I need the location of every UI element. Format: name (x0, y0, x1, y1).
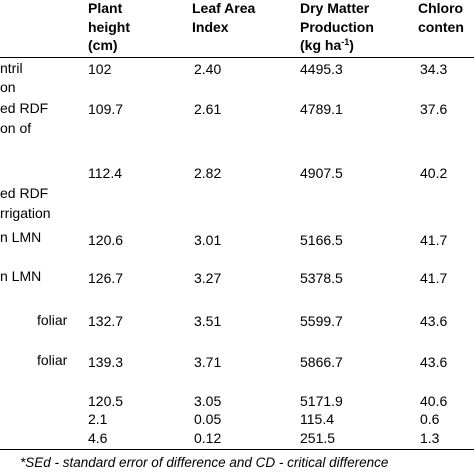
header-superscript: -1 (341, 37, 350, 47)
cell: 43.6 (420, 313, 448, 329)
cell: 5599.7 (300, 313, 343, 329)
cell: 4789.1 (300, 101, 343, 117)
cell: 102 (88, 61, 112, 77)
cell: 3.71 (194, 354, 222, 370)
cell: 43.6 (420, 354, 448, 370)
cell: 4907.5 (300, 165, 343, 181)
cell: 115.4 (300, 411, 334, 427)
column-header: (cm) (88, 37, 118, 53)
column-header: Index (192, 18, 229, 35)
cell: 109.7 (88, 101, 124, 117)
row-label: on (0, 79, 16, 95)
cell: 5171.9 (300, 393, 343, 409)
cell: 41.7 (420, 270, 448, 286)
cell: 5166.5 (300, 232, 343, 248)
footnote: *SEd - standard error of difference and … (20, 455, 389, 470)
cell: 0.12 (194, 430, 222, 446)
row-label: n LMN (0, 268, 42, 284)
header-close: ) (349, 37, 354, 53)
row-label: foliar (37, 352, 68, 368)
row-label: foliar (37, 312, 68, 328)
cell: 3.51 (194, 313, 222, 329)
cell: 0.6 (420, 411, 440, 427)
column-header: (kg ha-1) (300, 37, 354, 53)
column-header: conten (418, 18, 464, 35)
cell: 2.61 (194, 101, 222, 117)
cell: 40.2 (420, 165, 448, 181)
row-label: ed RDF (0, 185, 49, 201)
cell: 2.40 (194, 61, 222, 77)
row-label: ntril (0, 60, 23, 76)
row-label: n LMN (0, 229, 42, 245)
cell: 1.3 (420, 430, 440, 446)
column-header: Plant (88, 0, 123, 16)
cell: 4.6 (88, 430, 108, 446)
column-header: Leaf Area (192, 0, 256, 16)
row-label: on of (0, 120, 32, 136)
cell: 2.1 (88, 411, 108, 427)
cell: 120.5 (88, 393, 124, 409)
column-header: Chloro (418, 0, 464, 16)
row-label: rrigation (0, 205, 51, 221)
column-header: Dry Matter (300, 0, 370, 16)
cell: 132.7 (88, 313, 124, 329)
cell: 40.6 (420, 393, 448, 409)
cell: 37.6 (420, 101, 448, 117)
column-header: height (88, 18, 130, 35)
header-rule (0, 57, 474, 58)
cell: 139.3 (88, 354, 124, 370)
column-header: Production (300, 18, 374, 35)
cell: 5378.5 (300, 270, 343, 286)
cell: 4495.3 (300, 61, 343, 77)
footer-rule (0, 449, 474, 450)
cell: 126.7 (88, 270, 124, 286)
cell: 120.6 (88, 232, 124, 248)
cell: 112.4 (88, 165, 122, 181)
row-label: ed RDF (0, 100, 49, 116)
cell: 2.82 (194, 165, 222, 181)
cell: 3.05 (194, 393, 222, 409)
cell: 251.5 (300, 430, 336, 446)
cell: 0.05 (194, 411, 222, 427)
cell: 34.3 (420, 61, 448, 77)
cell: 41.7 (420, 232, 448, 248)
cell: 5866.7 (300, 354, 343, 370)
cell: 3.01 (194, 232, 222, 248)
cell: 3.27 (194, 270, 222, 286)
